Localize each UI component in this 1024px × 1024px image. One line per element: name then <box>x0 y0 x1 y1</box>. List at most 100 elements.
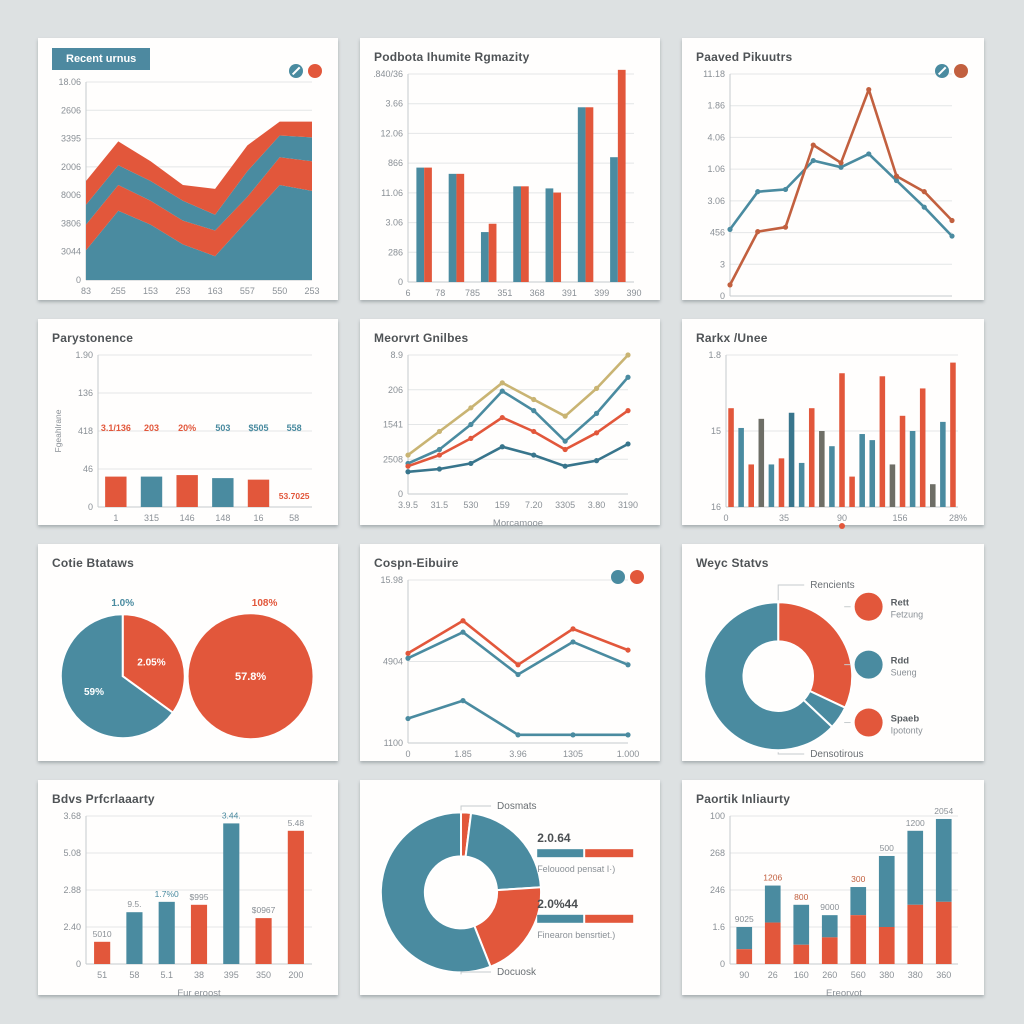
chart-svg: 1.90 136 418 46 0 1 315 146 148 16 58 Fgeahlrane 3.1… <box>53 350 312 523</box>
svg-text:2.0%44: 2.0%44 <box>537 897 578 911</box>
legend-dots <box>289 64 322 78</box>
svg-text:7.20: 7.20 <box>525 500 543 510</box>
svg-text:550: 550 <box>272 286 287 296</box>
chart-title: Podbota Ihumite Rgmazity <box>374 50 530 64</box>
svg-text:558: 558 <box>287 423 302 433</box>
svg-text:38: 38 <box>194 970 204 980</box>
svg-text:35: 35 <box>779 513 789 523</box>
chart-canvas: 100 268 246 1.6 0 90 26 160 260 560 380 380 360 Ereor… <box>696 808 970 999</box>
svg-text:315: 315 <box>144 513 159 523</box>
svg-text:2508: 2508 <box>383 454 403 464</box>
chart-card-5: Meorvrt Gnilbes 8.9 206 1541 2508 0 3.9.5 31.5 5… <box>360 319 660 529</box>
svg-text:456: 456 <box>710 228 725 238</box>
chart-title: Parystonence <box>52 331 134 345</box>
svg-text:8006: 8006 <box>61 190 81 200</box>
chart-title: Paaved Pikuutrs <box>696 50 793 64</box>
svg-text:1.0%: 1.0% <box>111 598 134 609</box>
svg-text:1100: 1100 <box>384 738 403 748</box>
chart-card-1: Recent urnus 18.06 2606 3395 2006 8006 3806 304… <box>38 38 338 300</box>
svg-text:Rett: Rett <box>891 598 910 609</box>
svg-text:1541: 1541 <box>383 420 403 430</box>
svg-text:418: 418 <box>78 426 93 436</box>
svg-text:Fur eroost: Fur eroost <box>177 988 221 999</box>
svg-text:380: 380 <box>879 970 894 980</box>
svg-text:12.06: 12.06 <box>380 128 403 138</box>
svg-text:503: 503 <box>215 423 230 433</box>
svg-text:51: 51 <box>97 970 107 980</box>
svg-text:3.66: 3.66 <box>385 99 403 109</box>
chart-card-6: Rarkx /Unee 1.8 15 16 0 35 90 156 28% <box>682 319 984 529</box>
chart-canvas: 2.05% 59% 1.0% 57.8% 108% <box>52 572 324 751</box>
svg-text:15.98: 15.98 <box>380 575 403 585</box>
svg-text:Morcamooe: Morcamooe <box>493 518 543 529</box>
svg-text:206: 206 <box>388 385 403 395</box>
chart-svg: Dosmats Docuosk 2.0.64 Felouood pensat I·) 2… <box>379 801 634 978</box>
svg-text:0: 0 <box>723 513 728 523</box>
svg-text:1.8: 1.8 <box>708 350 721 360</box>
svg-text:268: 268 <box>710 848 725 858</box>
svg-text:1.90: 1.90 <box>75 350 93 360</box>
chart-title: Cospn-Eibuire <box>374 556 459 570</box>
chart-svg: 2.05% 59% 1.0% 57.8% 108% <box>59 598 313 740</box>
svg-text:246: 246 <box>710 885 725 895</box>
svg-text:390: 390 <box>626 288 641 298</box>
svg-text:28%: 28% <box>949 513 967 523</box>
svg-text:286: 286 <box>388 247 403 257</box>
svg-text:3395: 3395 <box>61 134 81 144</box>
card-title-badge: Recent urnus <box>52 48 151 70</box>
svg-text:866: 866 <box>388 158 403 168</box>
svg-text:399: 399 <box>594 288 609 298</box>
svg-text:9.5.: 9.5. <box>127 899 141 909</box>
svg-text:$0967: $0967 <box>252 905 276 915</box>
svg-text:2.40: 2.40 <box>63 922 81 932</box>
svg-text:0: 0 <box>76 275 81 285</box>
svg-text:108%: 108% <box>252 598 278 609</box>
svg-text:5.48: 5.48 <box>288 818 305 828</box>
svg-text:253: 253 <box>175 286 190 296</box>
chart-canvas: 15.98 4904 1100 0 1.85 3.96 1305 1.000 <box>374 572 646 759</box>
teal-legend-dot-icon <box>289 64 303 78</box>
svg-text:11.18: 11.18 <box>703 69 725 79</box>
chart-canvas: 1.90 136 418 46 0 1 315 146 148 16 58 Fgeahlrane 3.1… <box>52 347 324 523</box>
svg-text:1.85: 1.85 <box>454 749 472 759</box>
svg-text:9025: 9025 <box>735 914 754 924</box>
svg-text:260: 260 <box>822 970 837 980</box>
svg-text:560: 560 <box>851 970 866 980</box>
chart-svg: 18.06 2606 3395 2006 8006 3806 3044 083 255 153 25… <box>58 77 319 296</box>
svg-text:3.06: 3.06 <box>707 196 725 206</box>
svg-text:3.80: 3.80 <box>588 500 606 510</box>
svg-text:350: 350 <box>256 970 271 980</box>
svg-text:253: 253 <box>304 286 319 296</box>
chart-card-9: Weyc Statvs Rencients Densotirous Rett Fetzu… <box>682 544 984 761</box>
svg-text:20%: 20% <box>178 423 196 433</box>
svg-text:$505: $505 <box>248 423 268 433</box>
svg-text:500: 500 <box>880 843 894 853</box>
svg-text:3.06: 3.06 <box>385 218 403 228</box>
svg-text:360: 360 <box>936 970 951 980</box>
chart-canvas: 1840/36 3.66 12.06 866 11.06 3.06 286 06 78 785 35… <box>374 66 646 298</box>
teal-legend-dot-icon <box>611 570 625 584</box>
teal-legend-dot-icon <box>935 64 949 78</box>
svg-text:Fetzung: Fetzung <box>891 610 924 620</box>
svg-text:Docuosk: Docuosk <box>497 967 537 978</box>
svg-text:53.7025: 53.7025 <box>279 491 310 501</box>
svg-text:57.8%: 57.8% <box>235 671 266 683</box>
svg-text:153: 153 <box>143 286 158 296</box>
svg-text:136: 136 <box>78 388 93 398</box>
svg-text:255: 255 <box>111 286 126 296</box>
svg-text:1200: 1200 <box>906 818 925 828</box>
svg-text:1.000: 1.000 <box>617 749 640 759</box>
svg-text:163: 163 <box>208 286 223 296</box>
svg-text:1.7%0: 1.7%0 <box>155 889 179 899</box>
svg-text:2006: 2006 <box>61 162 81 172</box>
chart-svg: 11.18 1.86 4.06 1.06 3.06 456 3 0 <box>703 69 955 301</box>
chart-canvas: 1.8 15 16 0 35 90 156 28% <box>696 347 970 529</box>
svg-text:Sueng: Sueng <box>891 668 917 678</box>
chart-card-8: Cospn-Eibuire 15.98 4904 1100 0 1.85 3.96 1305 1… <box>360 544 660 761</box>
svg-text:3.9.5: 3.9.5 <box>398 500 418 510</box>
chart-card-2: Podbota Ihumite Rgmazity 1840/36 3.66 12.06… <box>360 38 660 300</box>
chart-canvas: 11.18 1.86 4.06 1.06 3.06 456 3 0 <box>696 66 970 301</box>
chart-canvas: 8.9 206 1541 2508 0 3.9.5 31.5 530 159 7.20 3305 3.… <box>374 347 646 529</box>
